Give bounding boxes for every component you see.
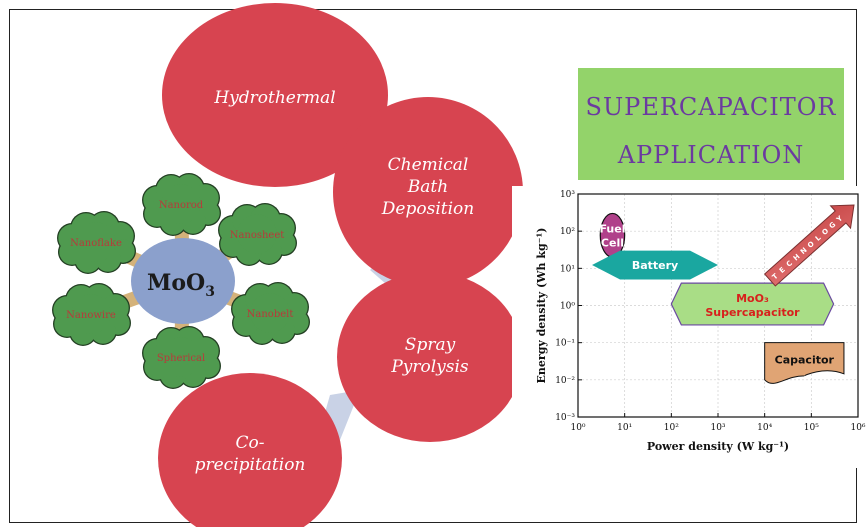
- method-label: Chemical: [388, 155, 469, 175]
- region-label: Capacitor: [775, 353, 835, 366]
- arrow-letter: O: [806, 240, 816, 250]
- arrow-letter: T: [771, 272, 780, 281]
- y-tick-label: 10⁻²: [555, 376, 575, 386]
- application-banner: SUPERCAPACITOR APPLICATION: [578, 68, 844, 180]
- region-label: Cell: [601, 236, 624, 249]
- region-moo3-supercapacitor: [670, 282, 835, 326]
- region-capacitor: [764, 342, 845, 384]
- morphology-label: Nanobelt: [247, 309, 294, 320]
- method-label: Spray: [405, 335, 456, 355]
- morphology-label: Nanowire: [66, 310, 116, 321]
- method-circle: [162, 3, 388, 187]
- region-label: Battery: [632, 259, 678, 272]
- arrow-shape: [763, 204, 855, 287]
- cloud-puff: [71, 294, 111, 334]
- method-label: Bath: [407, 177, 448, 197]
- region-label: Fuel: [599, 222, 625, 235]
- region-label: Supercapacitor: [705, 306, 800, 319]
- region-battery: [592, 250, 718, 280]
- arrow-letter: H: [792, 252, 802, 262]
- chart-layer: 10⁰ 10¹ 10² 10³ 10⁴ 10⁵ 10⁶ 10³ 10² 10¹ 10⁰ 10⁻¹ 10⁻…: [535, 190, 866, 453]
- arrow-letter: E: [778, 266, 787, 275]
- cloud-puff: [250, 293, 290, 333]
- x-tick-label: 10¹: [617, 423, 632, 433]
- method-circle: [337, 272, 523, 442]
- cloud-puff: [237, 214, 277, 254]
- y-tick-label: 10¹: [560, 264, 575, 274]
- banner-box: [578, 68, 844, 180]
- cloud-puff: [161, 337, 201, 377]
- arrow-letter: N: [799, 246, 809, 256]
- arrow-letter: O: [821, 227, 831, 237]
- x-tick-label: 10³: [710, 423, 725, 433]
- morphology-label: Spherical: [157, 353, 205, 364]
- method-label: Deposition: [381, 199, 474, 219]
- cloud-spherical: Spherical: [142, 326, 221, 389]
- cloud-nanowire: Nanowire: [52, 283, 131, 346]
- morphology-label: Nanosheet: [230, 230, 285, 241]
- x-tick-label: 10⁵: [804, 423, 819, 433]
- cloud-puff: [161, 184, 201, 224]
- morphology-hub: Nanorod Nanosheet Nanobelt Spherical Nanowir…: [52, 173, 310, 389]
- cloud-nanorod: Nanorod: [142, 173, 221, 236]
- morphology-clouds: Nanorod Nanosheet Nanobelt Spherical Nanowir…: [52, 173, 310, 389]
- cloud-nanoflake: Nanoflake: [57, 211, 136, 274]
- region-label: MoO₃: [736, 292, 769, 305]
- method-label: Co-: [236, 433, 265, 453]
- arrow-letter: C: [785, 259, 794, 268]
- moo3-label: MoO3: [147, 270, 215, 300]
- x-tick-label: 10⁰: [570, 423, 585, 433]
- arrow-letter: L: [814, 233, 823, 242]
- method-label: Pyrolysis: [390, 357, 469, 377]
- y-tick-label: 10³: [560, 190, 575, 200]
- x-tick-label: 10⁶: [850, 423, 865, 433]
- y-tick-label: 10⁻¹: [555, 339, 575, 349]
- moo3-center: [131, 238, 235, 324]
- banner-line1: SUPERCAPACITOR: [586, 93, 837, 121]
- method-circle: [333, 97, 523, 287]
- arrow-letter: Y: [834, 214, 845, 225]
- y-axis-label: Energy density (Wh kg⁻¹): [535, 228, 548, 384]
- arrow-letter: G: [828, 220, 838, 230]
- morphology-label: Nanorod: [159, 200, 204, 211]
- banner-line2: APPLICATION: [617, 141, 805, 169]
- cloud-nanosheet: Nanosheet: [218, 203, 297, 266]
- method-circle: [158, 373, 342, 527]
- y-tick-label: 10⁻³: [555, 413, 575, 423]
- cloud-puff: [76, 222, 116, 262]
- y-tick-label: 10⁰: [560, 302, 575, 312]
- x-tick-label: 10²: [664, 423, 679, 433]
- x-tick-label: 10⁴: [757, 423, 772, 433]
- method-label: Hydrothermal: [213, 88, 335, 108]
- cloud-nanobelt: Nanobelt: [231, 282, 310, 345]
- y-tick-label: 10²: [560, 227, 575, 237]
- ragone-chart: 10⁰ 10¹ 10² 10³ 10⁴ 10⁵ 10⁶ 10³ 10² 10¹ 10⁰ 10⁻¹ 10⁻…: [512, 186, 866, 468]
- chart-background: [512, 186, 864, 468]
- method-label: precipitation: [195, 455, 306, 475]
- x-axis-label: Power density (W kg⁻¹): [647, 440, 789, 453]
- morphology-label: Nanoflake: [70, 238, 122, 249]
